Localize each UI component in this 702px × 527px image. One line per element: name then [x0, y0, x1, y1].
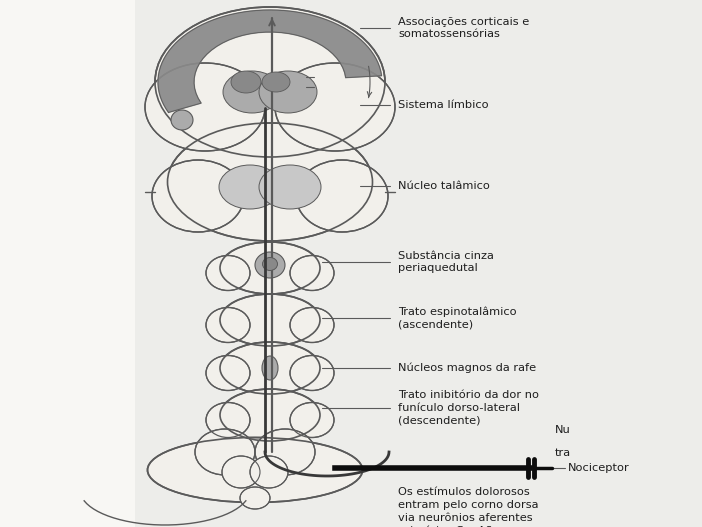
Text: tra: tra — [555, 448, 571, 458]
Ellipse shape — [171, 110, 193, 130]
Text: Sistema límbico: Sistema límbico — [398, 100, 489, 110]
Text: Núcleos magnos da rafe: Núcleos magnos da rafe — [398, 363, 536, 373]
Ellipse shape — [206, 307, 250, 343]
Ellipse shape — [259, 71, 317, 113]
Ellipse shape — [220, 294, 320, 346]
Text: Substância cinza
periaquedutal: Substância cinza periaquedutal — [398, 251, 494, 274]
Ellipse shape — [206, 256, 250, 290]
Text: Associações corticais e
somatossensórias: Associações corticais e somatossensórias — [398, 16, 529, 40]
Ellipse shape — [219, 165, 281, 209]
Ellipse shape — [296, 160, 388, 232]
Ellipse shape — [206, 356, 250, 391]
Ellipse shape — [290, 403, 334, 437]
Ellipse shape — [152, 160, 244, 232]
Ellipse shape — [250, 456, 288, 488]
Text: Trato espinotalâmico
(ascendente): Trato espinotalâmico (ascendente) — [398, 306, 517, 330]
Ellipse shape — [275, 63, 395, 151]
Ellipse shape — [206, 403, 250, 437]
Ellipse shape — [147, 437, 362, 503]
Text: Nociceptor: Nociceptor — [568, 463, 630, 473]
Ellipse shape — [223, 71, 281, 113]
Polygon shape — [158, 10, 382, 112]
Ellipse shape — [262, 72, 290, 92]
Ellipse shape — [290, 307, 334, 343]
Ellipse shape — [290, 256, 334, 290]
Ellipse shape — [259, 165, 321, 209]
Ellipse shape — [195, 429, 255, 475]
Ellipse shape — [145, 63, 265, 151]
Ellipse shape — [255, 252, 285, 278]
Text: Núcleo talâmico: Núcleo talâmico — [398, 181, 490, 191]
Text: Trato inibitório da dor no
funículo dorso-lateral
(descendente): Trato inibitório da dor no funículo dors… — [398, 390, 539, 426]
Ellipse shape — [240, 487, 270, 509]
Ellipse shape — [262, 356, 278, 380]
Ellipse shape — [290, 356, 334, 391]
Ellipse shape — [220, 389, 320, 441]
Ellipse shape — [220, 342, 320, 394]
Text: Os estímulos dolorosos
entram pelo corno dorsa
via neurônios aferentes
primários: Os estímulos dolorosos entram pelo corno… — [398, 487, 538, 527]
Ellipse shape — [155, 7, 385, 157]
Text: Nu: Nu — [555, 425, 571, 435]
Ellipse shape — [220, 242, 320, 294]
Ellipse shape — [231, 71, 261, 93]
Ellipse shape — [263, 258, 277, 270]
FancyBboxPatch shape — [0, 0, 135, 527]
Ellipse shape — [222, 456, 260, 488]
Ellipse shape — [168, 123, 373, 241]
Ellipse shape — [255, 429, 315, 475]
FancyBboxPatch shape — [135, 0, 702, 527]
